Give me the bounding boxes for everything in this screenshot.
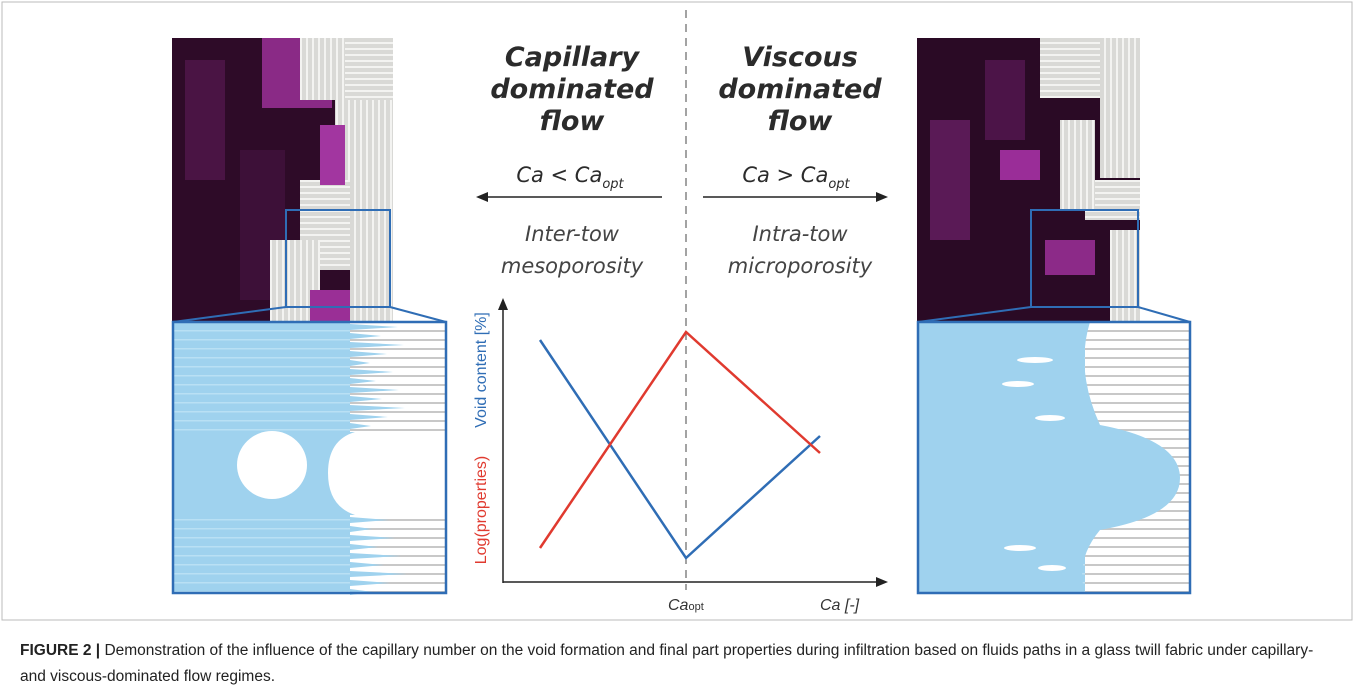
fluid-finger: [350, 324, 398, 330]
zoom-frame: [916, 320, 1192, 595]
zoom-line: [172, 306, 287, 323]
fluid-finger: [350, 517, 389, 523]
fluid-finger: [350, 369, 393, 375]
caption-text: Demonstration of the influence of the ca…: [20, 642, 1314, 685]
left-porosity: mesoporosity: [501, 254, 644, 278]
properties-curve: [538, 330, 821, 549]
left-zoom: [173, 322, 446, 595]
fluid-finger: [350, 387, 399, 393]
caption-label: FIGURE 2 |: [20, 642, 101, 659]
fluid-finger: [350, 553, 401, 559]
zoom-line: [1137, 306, 1191, 323]
right-zoom-marker: [1030, 209, 1139, 308]
fluid-finger: [350, 535, 395, 541]
fluid-finger: [350, 378, 376, 384]
fluid-finger: [350, 526, 372, 532]
condition: Ca < Ca: [516, 163, 602, 187]
fluid-finger: [350, 571, 407, 577]
x-marker-main: Ca: [668, 597, 689, 614]
arrow-head: [876, 192, 888, 202]
arrow-head: [498, 298, 508, 310]
fluid-finger: [350, 360, 370, 366]
condition-subscript: opt: [828, 177, 850, 192]
right-title: Viscous: [742, 42, 858, 73]
x-marker: Caopt: [668, 597, 704, 614]
x-marker-subscript: opt: [688, 601, 703, 613]
right-porosity: microporosity: [728, 254, 873, 278]
arrow-head: [876, 577, 888, 587]
left-title: Capillary: [505, 42, 641, 73]
right-zoom: [918, 322, 1190, 593]
figure-frame: [1, 1, 1353, 621]
zoom-line: [917, 306, 1032, 323]
left-photo: [172, 38, 393, 322]
right-condition: Ca > Caopt: [742, 163, 850, 192]
void-curve: [538, 339, 821, 560]
left-porosity: Inter-tow: [525, 222, 620, 246]
left-condition: Ca < Caopt: [516, 163, 624, 192]
fluid-finger: [350, 342, 404, 348]
right-photo: [917, 38, 1140, 322]
zoom-frame: [171, 320, 448, 595]
caption: FIGURE 2 | Demonstration of the influenc…: [20, 638, 1320, 690]
right-porosity: Intra-tow: [752, 222, 848, 246]
arrow-head: [476, 192, 488, 202]
left-title: flow: [540, 106, 606, 137]
fluid-finger: [350, 580, 390, 586]
y-label-void: Void content [%]: [473, 312, 490, 428]
y-label-properties: Log(properties): [473, 456, 490, 565]
left-zoom-marker: [285, 209, 391, 308]
fluid-finger: [350, 351, 387, 357]
fluid-finger: [350, 562, 384, 568]
fluid-finger: [350, 333, 381, 339]
zoom-line: [389, 306, 447, 323]
x-label: Ca [-]: [820, 597, 860, 614]
fluid-finger: [350, 396, 382, 402]
right-title: dominated: [718, 74, 882, 105]
fluid-finger: [350, 544, 378, 550]
fluid-finger: [350, 405, 405, 411]
fluid-finger: [350, 414, 388, 420]
right-title: flow: [768, 106, 834, 137]
fluid-finger: [350, 423, 371, 429]
condition: Ca > Ca: [742, 163, 828, 187]
condition-subscript: opt: [602, 177, 624, 192]
left-title: dominated: [490, 74, 654, 105]
